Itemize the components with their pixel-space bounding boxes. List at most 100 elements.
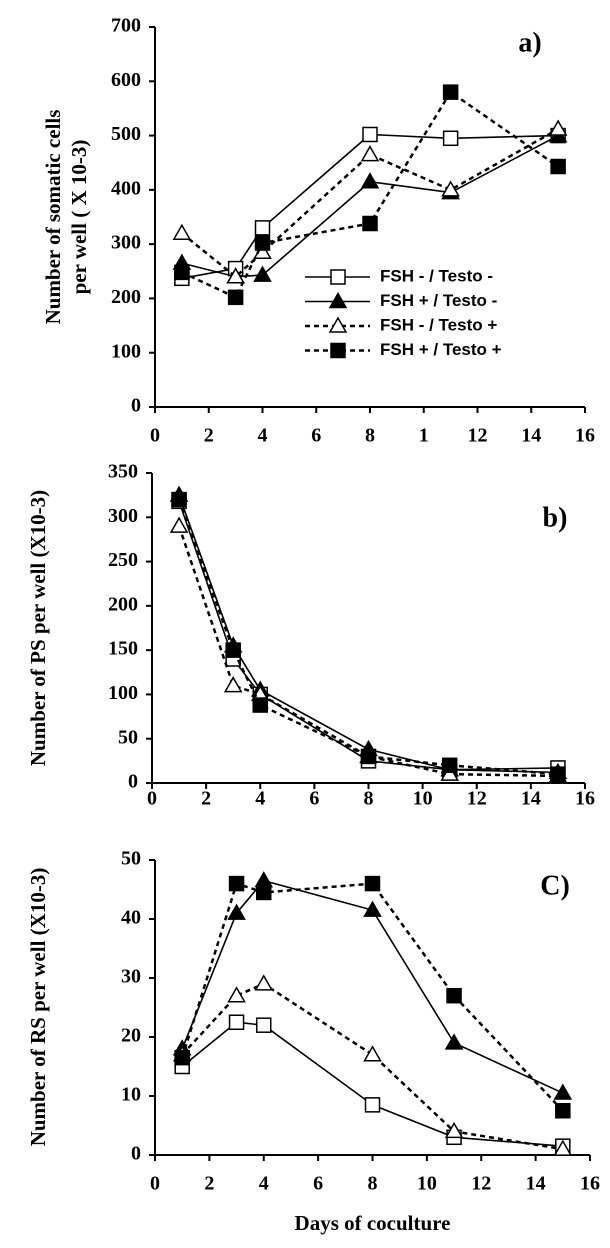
series-line (177, 499, 559, 776)
y-tick-label: 20 (121, 1025, 141, 1047)
marker (254, 871, 274, 888)
marker (363, 900, 382, 917)
marker (442, 84, 459, 100)
marker (550, 766, 566, 782)
legend-marker (328, 316, 348, 333)
x-tick-label: 10 (417, 1173, 437, 1195)
y-tick-label: 300 (111, 232, 141, 254)
marker (172, 223, 192, 241)
x-tick-label: 0 (150, 425, 160, 447)
marker (254, 974, 274, 991)
y-tick-label: 40 (121, 907, 141, 929)
x-tick-label: 2 (204, 425, 214, 447)
x-tick-label: 10 (413, 788, 433, 810)
marker (440, 764, 459, 781)
y-tick-label: 30 (121, 966, 141, 988)
marker (555, 1103, 571, 1119)
x-tick-label: 4 (259, 1173, 269, 1195)
y-axis-label-line: Number of RS per well (X10-3) (26, 868, 50, 1147)
y-axis-label-line: per well ( X 10-3) (67, 140, 91, 295)
y-tick-label: 50 (118, 726, 138, 748)
y-tick-label: 0 (128, 771, 138, 793)
marker (548, 119, 568, 136)
y-tick-label: 300 (108, 505, 138, 527)
panel-label: a) (518, 27, 541, 58)
series-line (181, 127, 559, 279)
x-tick-label: 0 (150, 1173, 160, 1195)
y-axis-label-line: Number of somatic cells (41, 110, 65, 325)
marker (441, 757, 458, 774)
series-line (181, 879, 564, 1094)
y-tick-label: 200 (111, 286, 141, 308)
legend-label: FSH - / Testo + (380, 315, 497, 334)
y-tick-label: 0 (131, 395, 141, 417)
marker (254, 235, 271, 251)
series-line (181, 134, 559, 278)
y-tick-label: 50 (121, 848, 141, 870)
y-tick-label: 700 (111, 15, 141, 37)
x-tick-label: 12 (468, 425, 488, 447)
marker (227, 986, 246, 1003)
legend-label: FSH + / Testo - (380, 291, 497, 310)
x-tick-label: 16 (575, 425, 595, 447)
marker (253, 265, 272, 282)
legend-marker (330, 342, 346, 359)
marker (225, 642, 241, 658)
marker (441, 180, 460, 197)
x-tick-label: 8 (365, 425, 375, 447)
x-axis-label: Days of coculture (295, 1211, 451, 1235)
marker (553, 1139, 573, 1156)
x-tick-label: 14 (521, 425, 541, 447)
y-tick-label: 100 (111, 340, 141, 362)
marker (252, 697, 268, 713)
x-tick-label: 4 (258, 425, 268, 447)
panel-label: b) (543, 502, 568, 533)
series-line (178, 494, 558, 774)
legend-marker (330, 269, 346, 285)
marker (360, 748, 377, 765)
x-tick-label: 2 (204, 1173, 214, 1195)
marker (362, 215, 378, 232)
marker (174, 264, 190, 281)
y-axis-label: Number of PS per well (X10-3) (26, 490, 50, 766)
y-axis-label-line: Number of PS per well (X10-3) (26, 490, 50, 766)
marker (223, 676, 243, 693)
marker (550, 158, 566, 175)
marker (362, 126, 378, 143)
y-axis-label: Number of RS per well (X10-3) (26, 868, 50, 1147)
legend-label: FSH - / Testo - (380, 266, 493, 285)
series-line (181, 90, 559, 299)
x-tick-label: 6 (313, 1173, 323, 1195)
x-tick-label: 12 (471, 1173, 491, 1195)
marker (360, 145, 380, 162)
x-tick-label: 8 (364, 788, 374, 810)
marker (227, 903, 246, 920)
x-tick-label: 0 (147, 788, 157, 810)
marker (360, 172, 380, 189)
series-line (181, 1021, 563, 1147)
series-line (180, 882, 564, 1112)
y-tick-label: 100 (108, 682, 138, 704)
marker (227, 289, 244, 306)
x-tick-label: 1 (419, 425, 429, 447)
legend-marker (328, 291, 348, 309)
marker (171, 491, 187, 508)
marker (446, 987, 462, 1004)
marker (226, 267, 245, 284)
y-tick-label: 150 (108, 638, 138, 660)
y-tick-label: 0 (131, 1143, 141, 1165)
marker (228, 875, 245, 892)
y-tick-label: 350 (108, 461, 138, 483)
marker (256, 1017, 272, 1033)
y-tick-label: 600 (111, 69, 141, 91)
marker (553, 1083, 573, 1100)
x-tick-label: 6 (311, 425, 321, 447)
y-tick-label: 200 (108, 593, 138, 615)
y-axis-label: Number of somatic cellsper well ( X 10-3… (41, 110, 91, 325)
marker (442, 130, 459, 147)
y-tick-label: 400 (111, 177, 141, 199)
x-tick-label: 16 (580, 1173, 600, 1195)
x-tick-label: 14 (526, 1173, 546, 1195)
series-line (178, 501, 558, 771)
